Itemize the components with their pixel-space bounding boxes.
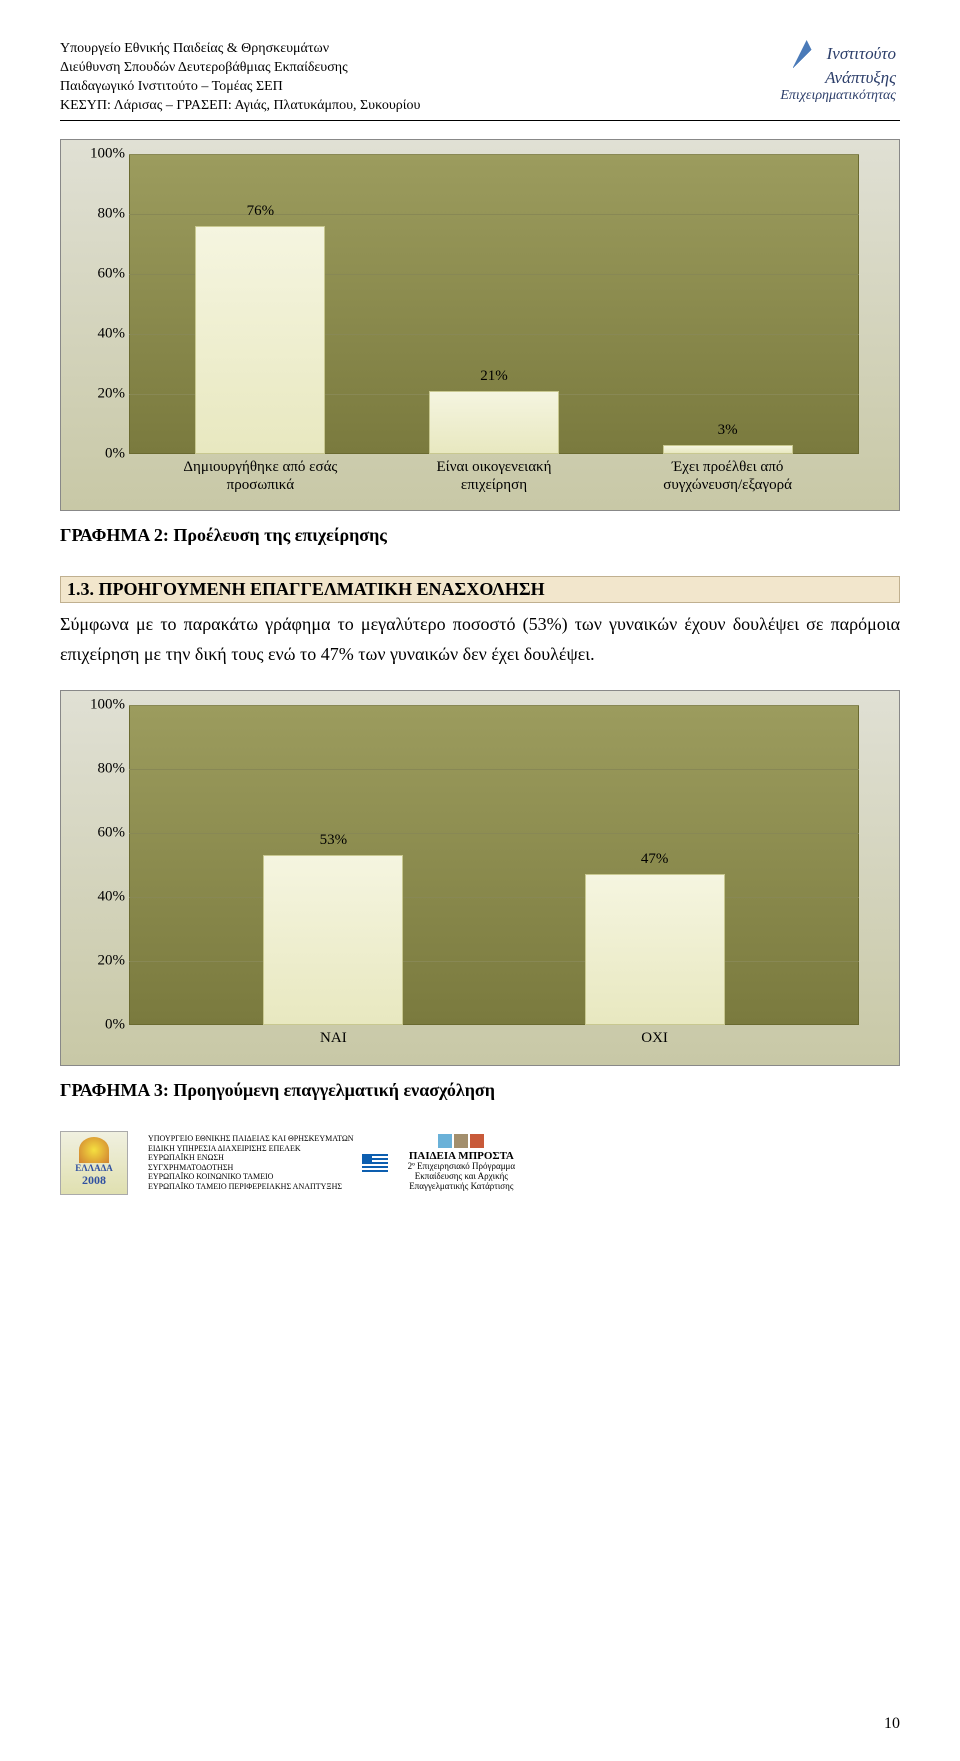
x-tick-label: Δημιουργήθηκε από εσάςπροσωπικά [150,458,370,494]
bar-value-label: 21% [454,368,534,385]
footer-mid-line: ΕΥΡΩΠΑΪΚΟ ΚΟΙΝΩΝΙΚΟ ΤΑΜΕΙΟ [148,1172,354,1182]
sun-icon [79,1137,109,1163]
y-tick-label: 100% [83,696,125,713]
header-right-logo: Ινστιτούτο Ανάπτυξης Επιχειρηματικότητας [780,40,900,104]
badge-name: ΕΛΛΑΔΑ [75,1163,113,1173]
greek-flag-icon [362,1154,388,1172]
y-tick-label: 100% [83,145,125,162]
footer-mid-line: ΕΥΡΩΠΑΪΚΗ ΕΝΩΣΗ [148,1153,354,1163]
footer-paideia: ΠΑΙΔΕΙΑ ΜΠΡΟΣΤΑ 2º Επιχειρησιακό Πρόγραμ… [408,1134,516,1192]
chart-1-caption: ΓΡΑΦΗΜΑ 2: Προέλευση της επιχείρησης [60,525,900,546]
footer-mid-line: ΥΠΟΥΡΓΕΙΟ ΕΘΝΙΚΗΣ ΠΑΙΔΕΙΑΣ ΚΑΙ ΘΡΗΣΚΕΥΜΑ… [148,1134,354,1144]
section-body: Σύμφωνα με το παρακάτω γράφημα το μεγαλύ… [60,609,900,670]
chart-bar [429,391,559,454]
x-tick-label: Έχει προέλθει απόσυγχώνευση/εξαγορά [618,458,838,494]
paideia-box [454,1134,468,1148]
bar-value-label: 76% [220,203,300,220]
y-tick-label: 20% [83,385,125,402]
y-tick-label: 0% [83,445,125,462]
paideia-sub3: Επαγγελματικής Κατάρτισης [408,1182,516,1192]
footer-mid-line: ΕΙΔΙΚΗ ΥΠΗΡΕΣΙΑ ΔΙΑΧΕΙΡΙΣΗΣ ΕΠΕΑΕΚ [148,1144,354,1154]
header-line-2: Διεύθυνση Σπουδών Δευτεροβάθμιας Εκπαίδε… [60,59,420,78]
y-tick-label: 60% [83,824,125,841]
sail-icon [793,40,821,68]
x-tick-label: ΝΑΙ [223,1029,443,1047]
y-tick-label: 80% [83,205,125,222]
logo-word-2: Ανάπτυξης [780,68,896,88]
section-number: 1.3. [67,579,94,599]
logo-word-1: Ινστιτούτο [827,44,896,64]
y-tick-label: 20% [83,952,125,969]
chart-2-plot: 53% 47% [129,705,859,1025]
chart-2-caption: ΓΡΑΦΗΜΑ 3: Προηγούμενη επαγγελματική ενα… [60,1080,900,1101]
section-title: ΠΡΟΗΓΟΥΜΕΝΗ ΕΠΑΓΓΕΛΜΑΤΙΚΗ ΕΝΑΣΧΟΛΗΣΗ [99,579,545,599]
footer-badge: ΕΛΛΑΔΑ 2008 [60,1131,128,1195]
chart-bar [263,855,403,1025]
badge-year: 2008 [82,1173,106,1188]
chart-bar [195,226,325,454]
y-tick-label: 40% [83,325,125,342]
bar-value-label: 3% [688,422,768,439]
logo-word-3: Επιχειρηματικότητας [780,88,896,104]
header-line-1: Υπουργείο Εθνικής Παιδείας & Θρησκευμάτω… [60,40,420,59]
x-tick-label: Είναι οικογενειακήεπιχείρηση [384,458,604,494]
paideia-box [470,1134,484,1148]
chart-1-plot: 76% 21% 3% [129,154,859,454]
y-tick-label: 40% [83,888,125,905]
chart-bar [663,445,793,454]
footer-middle: ΥΠΟΥΡΓΕΙΟ ΕΘΝΙΚΗΣ ΠΑΙΔΕΙΑΣ ΚΑΙ ΘΡΗΣΚΕΥΜΑ… [148,1134,388,1192]
section-head: 1.3. ΠΡΟΗΓΟΥΜΕΝΗ ΕΠΑΓΓΕΛΜΑΤΙΚΗ ΕΝΑΣΧΟΛΗΣ… [60,576,900,603]
y-tick-label: 60% [83,265,125,282]
y-tick-label: 0% [83,1016,125,1033]
footer-mid-line: ΣΥΓΧΡΗΜΑΤΟΔΟΤΗΣΗ [148,1163,354,1173]
chart-2-frame: 53% 47% ΝΑΙ ΟΧΙ 0% 20% 40% 60% 80% 100% [60,690,900,1066]
chart-bar [585,874,725,1024]
footer-mid-line: ΕΥΡΩΠΑΪΚΟ ΤΑΜΕΙΟ ΠΕΡΙΦΕΡΕΙΑΚΗΣ ΑΝΑΠΤΥΞΗΣ [148,1182,354,1192]
header-left-block: Υπουργείο Εθνικής Παιδείας & Θρησκευμάτω… [60,40,420,116]
paideia-box [438,1134,452,1148]
y-tick-label: 80% [83,760,125,777]
bar-value-label: 53% [293,832,373,849]
chart-1-frame: 76% 21% 3% Δημιουργήθηκε από εσάςπροσωπικά… [60,139,900,511]
x-tick-label: ΟΧΙ [545,1029,765,1047]
page-header: Υπουργείο Εθνικής Παιδείας & Θρησκευμάτω… [60,40,900,121]
page-number: 10 [884,1715,900,1733]
header-line-3: Παιδαγωγικό Ινστιτούτο – Τομέας ΣΕΠ [60,78,420,97]
bar-value-label: 47% [615,851,695,868]
header-line-4: ΚΕΣΥΠ: Λάρισας – ΓΡΑΣΕΠ: Αγιάς, Πλατυκάμ… [60,97,420,116]
page-footer: ΕΛΛΑΔΑ 2008 ΥΠΟΥΡΓΕΙΟ ΕΘΝΙΚΗΣ ΠΑΙΔΕΙΑΣ Κ… [60,1131,900,1195]
